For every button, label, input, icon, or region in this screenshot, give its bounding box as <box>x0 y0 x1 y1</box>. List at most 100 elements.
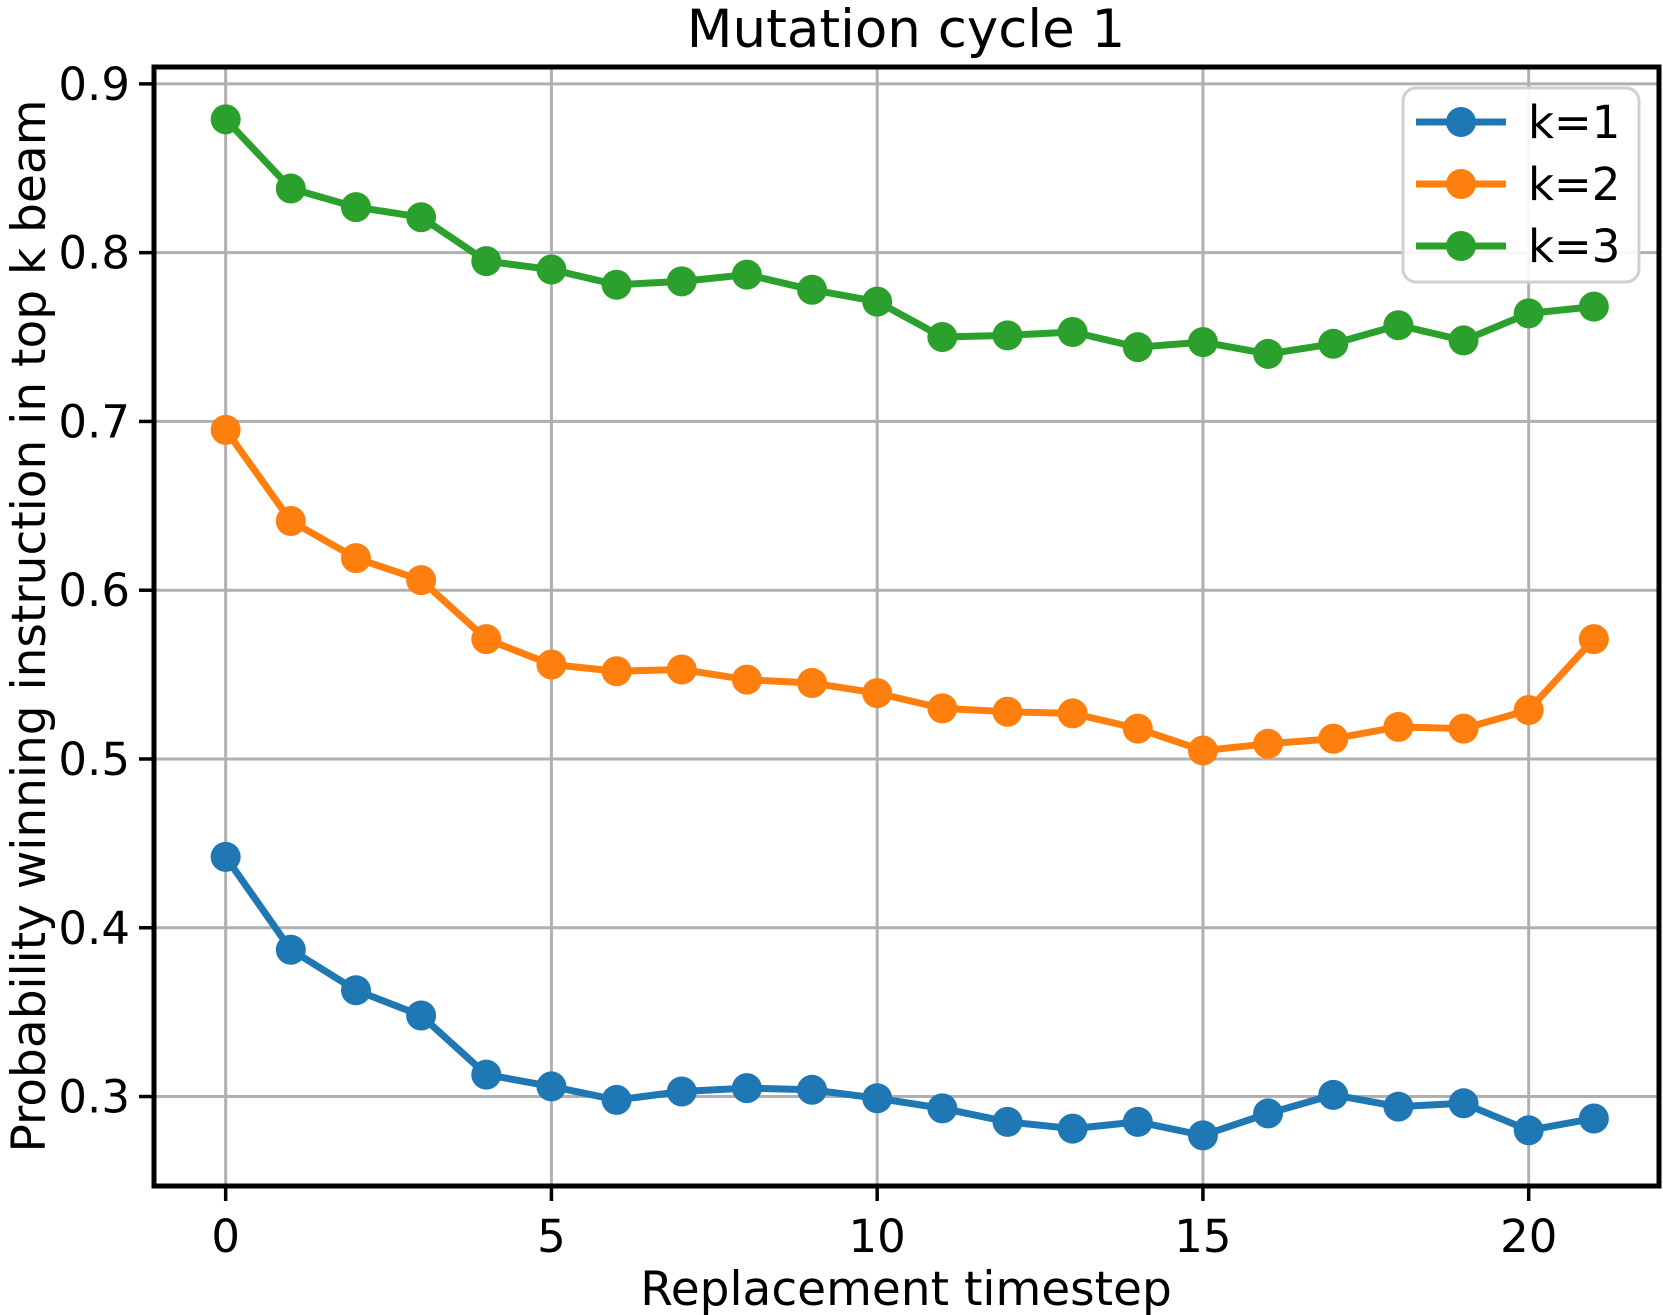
data-point-k3 <box>797 274 828 305</box>
data-point-k3 <box>1578 291 1609 322</box>
legend: k=1 k=2 k=3 <box>1401 86 1641 284</box>
y-axis-label: Probability winning instruction in top k… <box>2 99 57 1152</box>
data-point-k2 <box>1057 698 1088 729</box>
legend-marker-icon <box>1446 107 1476 137</box>
data-point-k1 <box>275 934 306 965</box>
x-tick-label: 10 <box>849 1210 906 1263</box>
y-tick-label: 0.6 <box>58 564 130 617</box>
y-tick-label: 0.7 <box>58 395 130 448</box>
data-point-k1 <box>1057 1113 1088 1144</box>
data-point-k3 <box>666 266 697 297</box>
data-point-k2 <box>1187 735 1218 766</box>
chart-title: Mutation cycle 1 <box>687 0 1126 60</box>
data-point-k3 <box>992 320 1023 351</box>
data-point-k2 <box>1122 713 1153 744</box>
data-point-k3 <box>210 104 241 135</box>
axes-spines <box>151 64 1662 1189</box>
legend-marker-icon <box>1446 231 1476 261</box>
data-point-k3 <box>601 269 632 300</box>
data-point-k1 <box>1448 1088 1479 1119</box>
data-point-k2 <box>471 624 502 655</box>
data-point-k1 <box>340 975 371 1006</box>
data-point-k1 <box>1383 1091 1414 1122</box>
x-tick-label: 20 <box>1500 1210 1557 1263</box>
y-tick-label: 0.5 <box>58 733 130 786</box>
data-point-k2 <box>1448 713 1479 744</box>
data-point-k2 <box>210 414 241 445</box>
data-point-k3 <box>1383 310 1414 341</box>
data-point-k3 <box>1187 327 1218 358</box>
data-point-k2 <box>731 664 762 695</box>
data-point-k2 <box>601 656 632 687</box>
data-point-k2 <box>927 693 958 724</box>
data-point-k3 <box>927 322 958 353</box>
y-tick-label: 0.8 <box>58 227 130 280</box>
legend-label: k=1 <box>1528 96 1620 149</box>
data-point-k2 <box>1383 711 1414 742</box>
data-point-k2 <box>666 654 697 685</box>
data-point-k1 <box>666 1076 697 1107</box>
series-line-k1 <box>222 853 1598 1139</box>
data-point-k1 <box>471 1059 502 1090</box>
x-tick-label: 0 <box>211 1210 240 1263</box>
data-point-k3 <box>862 286 893 317</box>
legend-marker-icon <box>1446 169 1476 199</box>
series-line-k2 <box>222 426 1598 755</box>
data-point-k1 <box>601 1084 632 1115</box>
data-point-k2 <box>1253 728 1284 759</box>
x-tick-label: 5 <box>537 1210 566 1263</box>
data-point-k3 <box>340 192 371 223</box>
data-point-k3 <box>275 173 306 204</box>
data-point-k2 <box>992 696 1023 727</box>
data-point-k3 <box>1318 328 1349 359</box>
data-point-k3 <box>1253 338 1284 369</box>
x-tick-label: 15 <box>1174 1210 1231 1263</box>
legend-item-k3: k=3 <box>1416 220 1620 273</box>
data-point-k1 <box>797 1074 828 1105</box>
data-point-k1 <box>731 1073 762 1104</box>
data-point-k1 <box>210 841 241 872</box>
y-tick-label: 0.4 <box>58 902 130 955</box>
tick-layer: 0 5 10 15 20 0.3 0.4 0.5 0.6 0.7 0.8 0.9 <box>58 58 1557 1263</box>
data-point-k3 <box>406 202 437 233</box>
data-point-k1 <box>536 1071 567 1102</box>
data-point-k1 <box>992 1106 1023 1137</box>
data-point-k3 <box>536 254 567 285</box>
data-point-k2 <box>340 543 371 574</box>
x-axis-label: Replacement timestep <box>640 1262 1172 1315</box>
data-point-k1 <box>1318 1079 1349 1110</box>
legend-label: k=2 <box>1528 158 1620 211</box>
data-point-k1 <box>1578 1103 1609 1134</box>
series-layer <box>210 104 1609 1151</box>
data-point-k2 <box>406 565 437 596</box>
y-tick-label: 0.9 <box>58 58 130 111</box>
data-point-k1 <box>862 1083 893 1114</box>
data-point-k2 <box>275 506 306 537</box>
data-point-k3 <box>1057 316 1088 347</box>
data-point-k1 <box>927 1093 958 1124</box>
data-point-k2 <box>862 678 893 709</box>
plot-frame <box>151 64 1662 1189</box>
y-tick-label: 0.3 <box>58 1071 130 1124</box>
data-point-k3 <box>1448 325 1479 356</box>
data-point-k1 <box>1122 1106 1153 1137</box>
data-point-k1 <box>1253 1098 1284 1129</box>
data-point-k3 <box>1513 298 1544 329</box>
data-point-k3 <box>471 246 502 277</box>
series-line-k3 <box>222 115 1598 358</box>
data-point-k1 <box>1513 1115 1544 1146</box>
data-point-k3 <box>1122 332 1153 363</box>
data-point-k3 <box>731 259 762 290</box>
data-point-k1 <box>1187 1120 1218 1151</box>
data-point-k2 <box>1578 624 1609 655</box>
data-point-k2 <box>536 649 567 680</box>
data-point-k2 <box>1513 695 1544 726</box>
legend-item-k2: k=2 <box>1416 158 1620 211</box>
data-point-k1 <box>406 1000 437 1031</box>
legend-item-k1: k=1 <box>1416 96 1620 149</box>
grid-layer <box>154 67 1659 1186</box>
data-point-k2 <box>797 668 828 699</box>
legend-label: k=3 <box>1528 220 1620 273</box>
